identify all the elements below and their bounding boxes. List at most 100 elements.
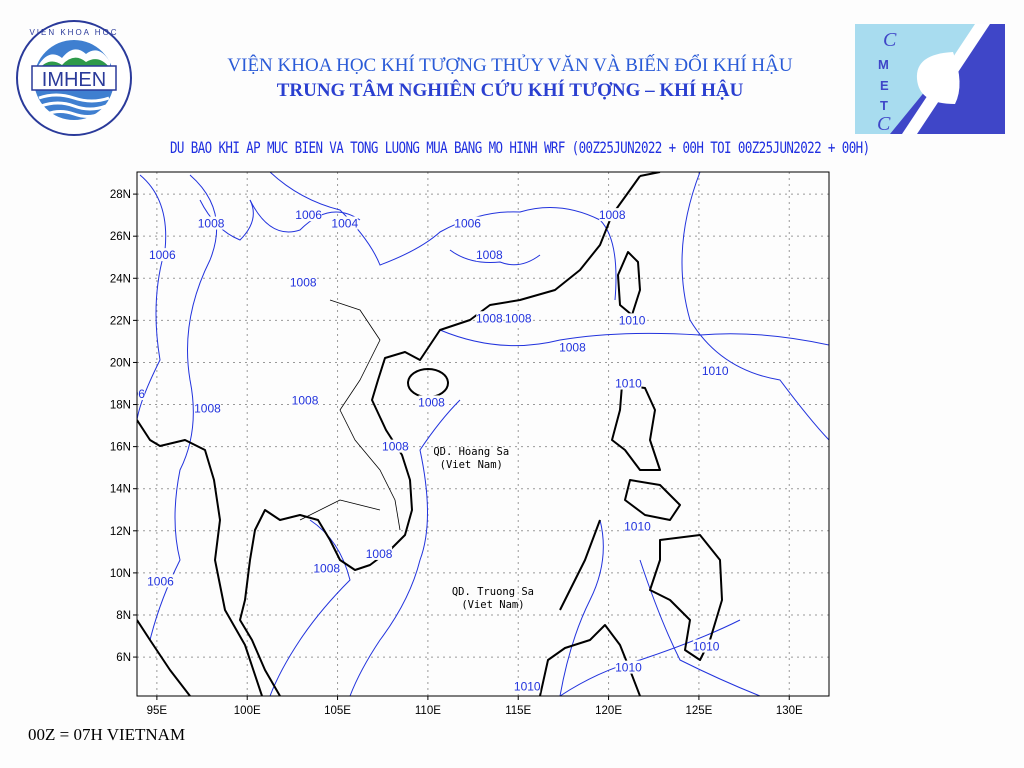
lat-tick-label: 28N	[110, 189, 131, 201]
place-label-country: (Viet Nam)	[440, 459, 503, 471]
contour-label-bg	[693, 639, 720, 653]
isobar-line	[439, 329, 829, 347]
contour-label-bg	[198, 216, 225, 230]
lon-tick-label: 100E	[234, 705, 261, 717]
lon-tick-label: 110E	[415, 705, 441, 717]
isobar-label: 1006	[454, 217, 481, 231]
lat-tick-label: 22N	[110, 315, 131, 327]
contour-label-bg	[615, 376, 642, 390]
contour-label-bg	[514, 679, 541, 693]
isobar-label: 1008	[290, 275, 317, 289]
svg-text:E: E	[880, 78, 889, 93]
isobar-line	[639, 559, 761, 696]
china-east-coast	[639, 172, 661, 177]
isobar-label: 1008	[194, 402, 221, 416]
lat-tick-label: 20N	[110, 357, 131, 369]
map-grid	[137, 172, 829, 696]
institute-title: VIỆN KHOA HỌC KHÍ TƯỢNG THỦY VĂN VÀ BIẾN…	[227, 55, 793, 76]
contour-label-bg	[149, 248, 176, 262]
luzon-island	[611, 384, 661, 471]
contour-label-bg	[702, 363, 729, 377]
isobar-line	[559, 519, 604, 696]
contour-label-bg	[292, 393, 319, 407]
isobar-label: 1004	[331, 217, 358, 231]
contour-label-bg	[559, 340, 586, 354]
lat-tick-label: 6N	[116, 652, 131, 664]
isobar-label: 1008	[559, 341, 586, 355]
lat-tick-label: 24N	[110, 273, 131, 285]
contour-label-bg	[476, 311, 503, 325]
isobar-label: 1010	[624, 520, 651, 534]
palawan-island	[559, 519, 601, 611]
isobar-label: 1008	[476, 311, 503, 325]
lon-tick-label: 95E	[147, 705, 168, 717]
lon-tick-label: 125E	[685, 705, 712, 717]
contour-label-bg	[290, 275, 317, 289]
lon-tick-label: 105E	[324, 705, 351, 717]
vietnam-border	[299, 299, 401, 531]
isobar-label: 1008	[366, 547, 393, 561]
contour-label-bg	[295, 208, 322, 222]
isobar-label: 1006	[295, 208, 322, 222]
isobar-label: 1008	[292, 393, 319, 407]
isobar-label: 1008	[418, 395, 445, 409]
isobar-line	[559, 619, 741, 696]
isobar-line	[269, 519, 351, 696]
contour-label-bg	[476, 248, 503, 262]
contour-label-bg	[624, 519, 651, 533]
visayas-islands	[624, 479, 681, 521]
isobar-line	[249, 199, 361, 233]
lat-tick-label: 12N	[110, 526, 131, 538]
coastline-mainland	[239, 175, 641, 696]
contour-label-bg	[615, 660, 642, 674]
mindanao-island	[649, 534, 723, 661]
isobar-label: 1008	[198, 217, 225, 231]
isobar-line	[137, 174, 167, 421]
isobar-line	[199, 199, 254, 241]
coastlines	[137, 172, 723, 696]
lat-tick-label: 18N	[110, 400, 131, 412]
map-frame	[136, 171, 830, 697]
isobar-label: 1008	[476, 248, 503, 262]
imhen-logo: IMHEN VIEN KHOA HOC	[16, 20, 132, 136]
lat-tick-label: 26N	[110, 231, 131, 243]
place-label: QD. Truong Sa	[452, 586, 534, 598]
place-label-country: (Viet Nam)	[461, 599, 524, 611]
isobar-label: 1010	[615, 661, 642, 675]
center-title: TRUNG TÂM NGHIÊN CỨU KHÍ TƯỢNG – KHÍ HẬU	[276, 80, 744, 101]
isobar-label: 1006	[147, 574, 174, 588]
contour-label-bg	[418, 395, 445, 409]
isobar-label: 1010	[619, 313, 646, 327]
svg-text:C: C	[877, 113, 891, 134]
isobar-label: 1010	[693, 640, 720, 654]
lon-tick-label: 130E	[776, 705, 803, 717]
lat-tick-label: 10N	[110, 568, 131, 580]
contour-label-bg	[619, 313, 646, 327]
isobar-line	[681, 172, 829, 441]
contour-label-bg	[147, 574, 174, 588]
contour-label-bg	[194, 401, 221, 415]
contour-label-bg	[454, 216, 481, 230]
isobar-label: 1008	[599, 208, 626, 222]
svg-text:IMHEN: IMHEN	[42, 69, 106, 91]
lat-tick-label: 16N	[110, 442, 131, 454]
isobar-contours	[137, 172, 829, 696]
isobar-label: 1008	[313, 562, 340, 576]
isobar-label: 1008	[382, 440, 409, 454]
isobar-line	[449, 249, 541, 266]
lon-tick-label: 120E	[595, 705, 622, 717]
contour-label-bg	[366, 546, 393, 560]
contour-label-bg	[599, 208, 626, 222]
coastline-sumatra	[137, 619, 191, 696]
forecast-subtitle: DU BAO KHI AP MUC BIEN VA TONG LUONG MUA…	[170, 138, 870, 157]
lon-tick-label: 115E	[505, 705, 531, 717]
svg-text:VIEN KHOA HOC: VIEN KHOA HOC	[29, 28, 118, 37]
svg-text:T: T	[880, 98, 888, 113]
cmetc-logo: C M E T C	[855, 24, 1005, 134]
isobar-label: 1006	[118, 387, 145, 401]
isobar-label: 1008	[505, 311, 532, 325]
contour-label-bg	[331, 216, 358, 230]
coastline-west	[137, 419, 263, 696]
isobar-label: 1006	[149, 248, 176, 262]
